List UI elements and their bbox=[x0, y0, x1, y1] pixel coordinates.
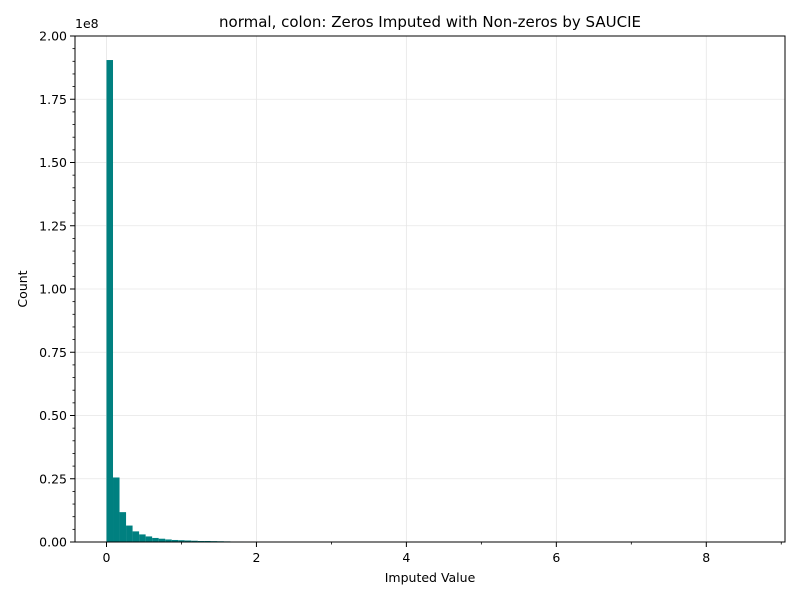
y-tick-label: 1.75 bbox=[39, 92, 67, 107]
histogram-bar bbox=[132, 531, 140, 542]
y-axis-offset-label: 1e8 bbox=[75, 16, 99, 31]
histogram-bar bbox=[106, 60, 114, 542]
histogram-bar bbox=[145, 536, 153, 542]
chart-title: normal, colon: Zeros Imputed with Non-ze… bbox=[219, 13, 641, 31]
histogram-bar bbox=[139, 534, 146, 542]
y-tick-label: 0.25 bbox=[39, 471, 67, 486]
y-tick-label: 1.50 bbox=[39, 155, 67, 170]
x-tick-label: 2 bbox=[252, 550, 260, 565]
axis-ticks: 0 2 4 6 8 0.00 0.25 0.50 0.75 1.00 1.25 1.50 1.75 2.0… bbox=[39, 29, 782, 565]
histogram-bar bbox=[126, 525, 133, 542]
y-tick-label: 1.25 bbox=[39, 218, 67, 233]
y-axis-label: Count bbox=[15, 270, 30, 307]
histogram-bar bbox=[204, 540, 211, 542]
histogram-bar bbox=[197, 540, 205, 542]
histogram-bar bbox=[113, 477, 120, 542]
y-tick-label: 0.50 bbox=[39, 408, 67, 423]
x-axis-label: Imputed Value bbox=[385, 570, 476, 585]
histogram-bar bbox=[165, 539, 172, 542]
histogram-bar bbox=[178, 540, 185, 542]
histogram-bar bbox=[171, 539, 179, 542]
x-tick-label: 0 bbox=[103, 550, 111, 565]
x-tick-label: 6 bbox=[552, 550, 560, 565]
y-tick-label: 0.00 bbox=[39, 535, 67, 550]
y-tick-label: 0.75 bbox=[39, 345, 67, 360]
y-tick-label: 1.00 bbox=[39, 282, 67, 297]
histogram-bar bbox=[184, 540, 192, 542]
histogram-bar bbox=[119, 512, 127, 542]
x-tick-label: 4 bbox=[402, 550, 410, 565]
histogram-bar bbox=[158, 538, 166, 542]
x-tick-label: 8 bbox=[702, 550, 710, 565]
histogram-bar bbox=[152, 537, 159, 542]
histogram-bar bbox=[191, 540, 198, 542]
y-tick-label: 2.00 bbox=[39, 29, 67, 44]
